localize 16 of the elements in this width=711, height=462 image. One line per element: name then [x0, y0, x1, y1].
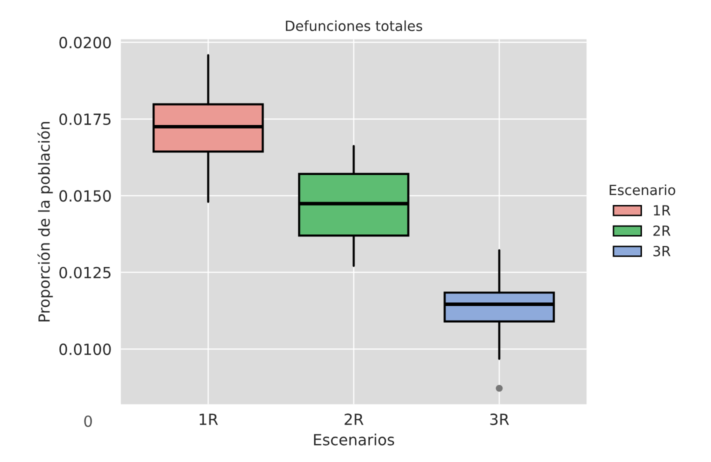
x-tick-label: 1R [200, 414, 218, 425]
text: 0 [84, 415, 92, 428]
x-tick-label: 3R [490, 414, 509, 426]
x-tick-label: 2R [344, 414, 364, 425]
y-tick-label: 0.0125 [59, 266, 111, 278]
x-axis-title: Escenarios [314, 434, 394, 446]
y-tick-label: 0.0175 [59, 113, 111, 126]
legend-title: Escenario [610, 184, 676, 196]
legend-label: 1R [654, 205, 670, 216]
y-axis-title: Proporción de la población [37, 122, 53, 322]
chart-title: Defunciones totales [286, 20, 422, 32]
legend-label: 3R [653, 246, 670, 256]
y-tick-label: 0.0100 [59, 344, 111, 356]
legend-label: 2R [653, 225, 670, 236]
y-tick-label: 0.0200 [59, 36, 111, 48]
y-tick-label: 0.0150 [59, 190, 111, 202]
